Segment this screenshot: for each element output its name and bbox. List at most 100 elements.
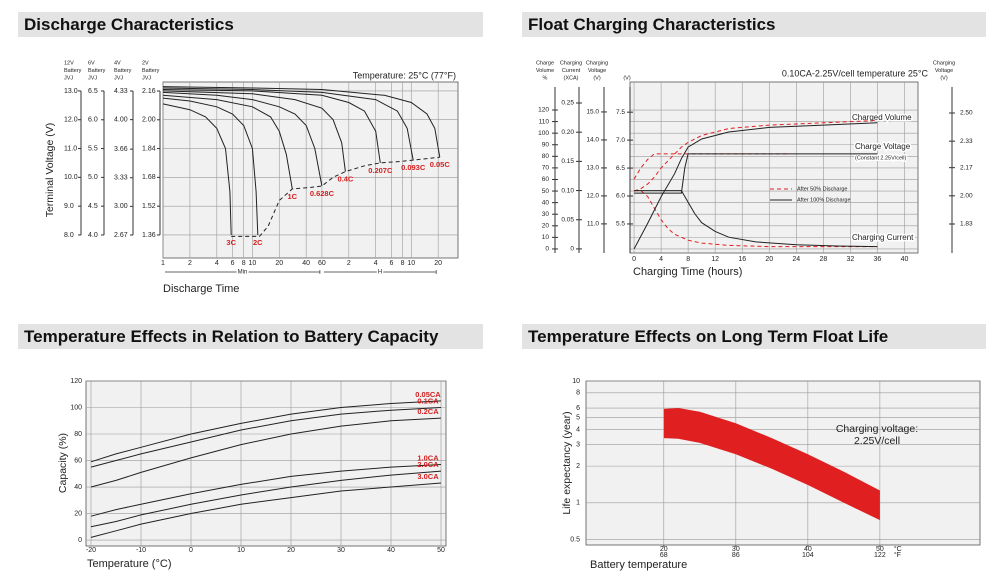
x-tick-label-f: 68 bbox=[660, 552, 668, 559]
data-line bbox=[633, 119, 878, 192]
y-tick-label: 0.25 bbox=[561, 100, 574, 107]
section-bar bbox=[522, 12, 986, 37]
y-tick-label: 3.00 bbox=[114, 203, 128, 210]
data-line bbox=[162, 103, 232, 236]
series-label: 3C bbox=[226, 238, 236, 247]
x-tick-label: 40 bbox=[901, 256, 909, 263]
x-tick-label-f: 86 bbox=[732, 552, 740, 559]
y-tick-label: 6.0 bbox=[88, 117, 98, 124]
y-tick-label: 100 bbox=[70, 404, 82, 411]
y-tick-label: 50 bbox=[542, 188, 550, 195]
y-tick-label: 6.5 bbox=[616, 165, 625, 172]
data-line bbox=[90, 407, 442, 468]
y-tick-label: 2.33 bbox=[960, 138, 973, 145]
y-tick-label: 20 bbox=[74, 510, 82, 517]
axis-header: (V) bbox=[593, 75, 601, 81]
x-tick-label: 16 bbox=[738, 256, 746, 263]
axis-header: 2V bbox=[142, 60, 149, 66]
x-tick-label: 40 bbox=[302, 260, 310, 267]
data-line bbox=[231, 156, 440, 237]
y-tick-label: 90 bbox=[542, 141, 550, 148]
y-tick-label: 11.0 bbox=[64, 145, 77, 152]
y-tick-label: 13.0 bbox=[64, 88, 78, 95]
x-tick-label: 8 bbox=[401, 260, 405, 267]
x-tick-label: 50 bbox=[437, 547, 445, 554]
axis-header: 12V bbox=[64, 60, 74, 66]
series-label: 0.2CA bbox=[417, 407, 439, 416]
x-tick-label: 10 bbox=[237, 547, 245, 554]
x-tick-label: 12 bbox=[711, 256, 719, 263]
x-tick-label: 28 bbox=[819, 256, 827, 263]
y-tick-label: 1.52 bbox=[142, 203, 156, 210]
y-tick-label: 110 bbox=[539, 118, 550, 125]
x-axis-title: Charging Time (hours) bbox=[633, 266, 742, 278]
x-unit-label: °F bbox=[894, 551, 901, 559]
plot-area bbox=[629, 81, 919, 254]
y-tick-label: 60 bbox=[542, 176, 550, 183]
y-tick-label: 120 bbox=[538, 107, 549, 114]
data-line bbox=[162, 90, 346, 172]
axis-header: 4V bbox=[114, 60, 121, 66]
x-axis-title: Battery temperature bbox=[590, 559, 687, 571]
x-tick-label: 20 bbox=[275, 260, 283, 267]
x-tick-label: 20 bbox=[765, 256, 773, 263]
y-tick-label: 10 bbox=[542, 234, 550, 241]
series-label: 0.628C bbox=[310, 189, 335, 198]
axis-header: Volume bbox=[536, 68, 554, 74]
y-axis-title: Life expectancy (year) bbox=[561, 411, 573, 514]
y-tick-label: 1.36 bbox=[142, 232, 156, 239]
x-tick-label: 30 bbox=[337, 547, 345, 554]
series-label: 1.0CA bbox=[417, 453, 439, 462]
y-tick-label: 70 bbox=[542, 165, 550, 172]
curve-label: Charge Voltage bbox=[855, 142, 911, 151]
x-tick-label: 4 bbox=[659, 256, 663, 263]
axis-header: Charge bbox=[536, 60, 554, 66]
data-line bbox=[634, 190, 878, 248]
y-tick-label: 7.5 bbox=[616, 109, 625, 116]
axis-header: (V) bbox=[623, 75, 631, 81]
y-tick-label: 5.0 bbox=[88, 174, 98, 181]
axis-header: 6V bbox=[88, 60, 95, 66]
y-tick-label: 2.67 bbox=[114, 232, 128, 239]
y-tick-label: 120 bbox=[70, 378, 82, 385]
x-tick-label: 4 bbox=[215, 260, 219, 267]
axis-header: % bbox=[543, 75, 548, 81]
x-tick-label: 20 bbox=[434, 260, 442, 267]
y-tick-label: 3 bbox=[576, 442, 580, 449]
axis-header: Battery bbox=[88, 68, 106, 74]
data-line bbox=[162, 91, 323, 187]
x-tick-label: 24 bbox=[792, 256, 800, 263]
axis-header: Charging bbox=[560, 60, 582, 66]
y-tick-label: 0.15 bbox=[561, 158, 574, 165]
y-tick-label: 3.33 bbox=[114, 175, 128, 182]
axis-header: (XCA) bbox=[564, 75, 579, 81]
axis-header: Charging bbox=[586, 60, 608, 66]
y-tick-label: 0 bbox=[78, 537, 82, 544]
section-bar bbox=[18, 12, 483, 37]
y-tick-label: 2.00 bbox=[142, 117, 156, 124]
data-line bbox=[162, 86, 441, 158]
x-tick-label: 8 bbox=[686, 256, 690, 263]
y-tick-label: 4.33 bbox=[114, 88, 128, 95]
data-line bbox=[162, 97, 259, 236]
y-axis-title: Terminal Voltage (V) bbox=[44, 123, 56, 218]
y-tick-label: 0.05 bbox=[561, 216, 574, 223]
data-line bbox=[633, 122, 878, 250]
series-label: 0.207C bbox=[368, 166, 393, 175]
curve-label: Charged Volume bbox=[852, 113, 912, 122]
y-tick-label: 2.50 bbox=[960, 110, 973, 117]
section-title: Discharge Characteristics bbox=[24, 15, 234, 34]
x-tick-label: 8 bbox=[242, 260, 246, 267]
y-tick-label: 0.5 bbox=[570, 536, 580, 543]
x-tick-label: 20 bbox=[660, 546, 668, 553]
x-tick-label: 10 bbox=[407, 260, 415, 267]
x-tick-label: 20 bbox=[287, 547, 295, 554]
axis-header: Current bbox=[562, 68, 581, 74]
x-axis-title: Temperature (°C) bbox=[87, 558, 171, 570]
legend-label: After 100% Discharge bbox=[797, 197, 851, 203]
y-tick-label: 20 bbox=[542, 223, 550, 230]
y-tick-label: 2 bbox=[576, 463, 580, 470]
y-tick-label: 11.0 bbox=[587, 221, 600, 228]
y-tick-label: 9.0 bbox=[64, 203, 74, 210]
